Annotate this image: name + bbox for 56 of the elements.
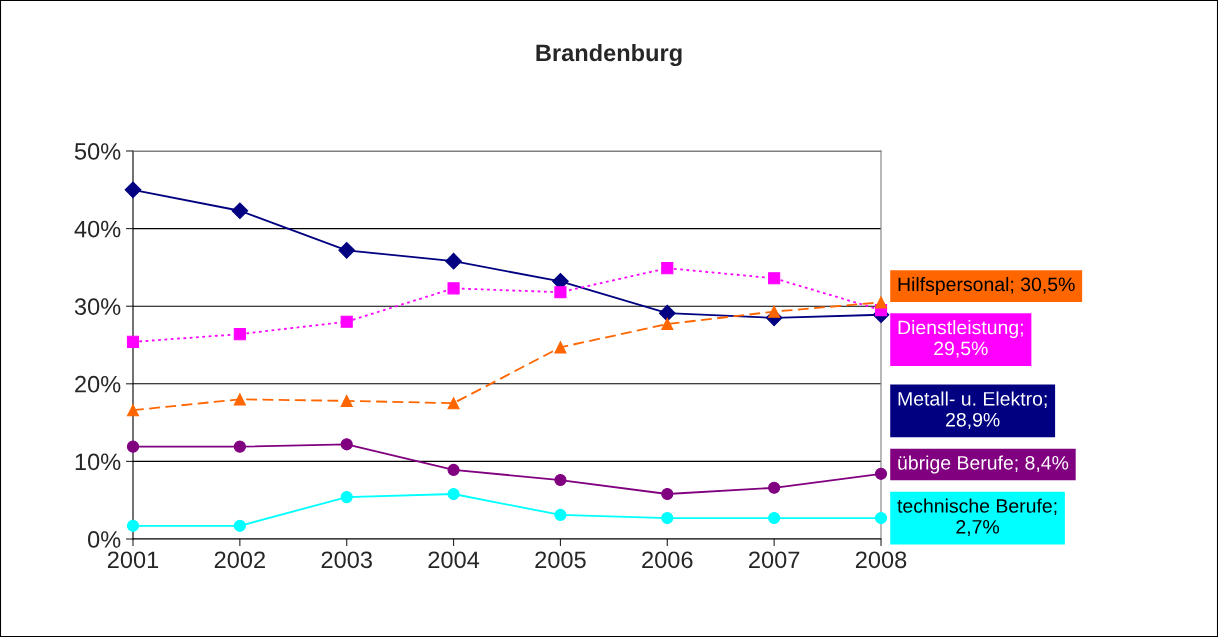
point [554,341,567,354]
point [554,473,567,487]
point [661,262,674,275]
point [554,508,567,522]
y-tick-label: 0% [87,531,121,548]
y-tick-label: 50% [74,143,121,160]
point [126,440,140,453]
point [124,181,142,199]
point [233,328,246,341]
point [768,272,781,285]
point [233,519,246,532]
x-tick-label: 2001 [107,551,159,569]
point [126,404,140,417]
x-tick-label: 2003 [321,551,372,569]
chart-title: Brandenburg [536,43,682,67]
point [340,394,353,407]
y-tick-label: 30% [74,298,121,315]
y-tick-label: 40% [74,220,121,238]
point [768,511,781,525]
point [768,481,781,494]
point [658,304,676,322]
point [554,286,567,299]
x-tick-label: 2004 [428,551,480,569]
series-label: Dienstleistung; 29,5% [898,320,1023,358]
text: Metall- u. Elektro; 28,9% [898,391,1047,429]
y-tick-label: 10% [75,453,121,471]
point [338,241,356,259]
point [447,397,460,410]
point [233,440,246,453]
point [874,296,888,309]
x-tick-label: 2007 [749,551,800,569]
x-tick-label: 2006 [642,551,693,569]
point [447,463,460,477]
series-label: technische Berufe; 2,7% [897,498,1057,537]
y-tick-label: 20% [75,375,121,393]
point [661,511,674,525]
x-tick-label: 2005 [535,551,586,569]
point [126,519,140,532]
x-tick-label: 2002 [214,551,265,569]
series-label: Hilfspersonal; 30,5% [898,276,1075,296]
point [233,393,246,406]
point [661,487,674,501]
x-tick-label: 2008 [855,551,907,569]
point [874,511,888,525]
point [447,282,460,295]
series-label: übrige Berufe; 8,4% [898,455,1069,474]
point [126,335,140,348]
point [661,317,674,331]
point [340,315,353,328]
point [874,467,888,480]
point [340,438,353,451]
point [340,491,353,504]
point [447,487,460,501]
point [768,305,781,318]
point [445,252,462,270]
point [231,202,249,220]
